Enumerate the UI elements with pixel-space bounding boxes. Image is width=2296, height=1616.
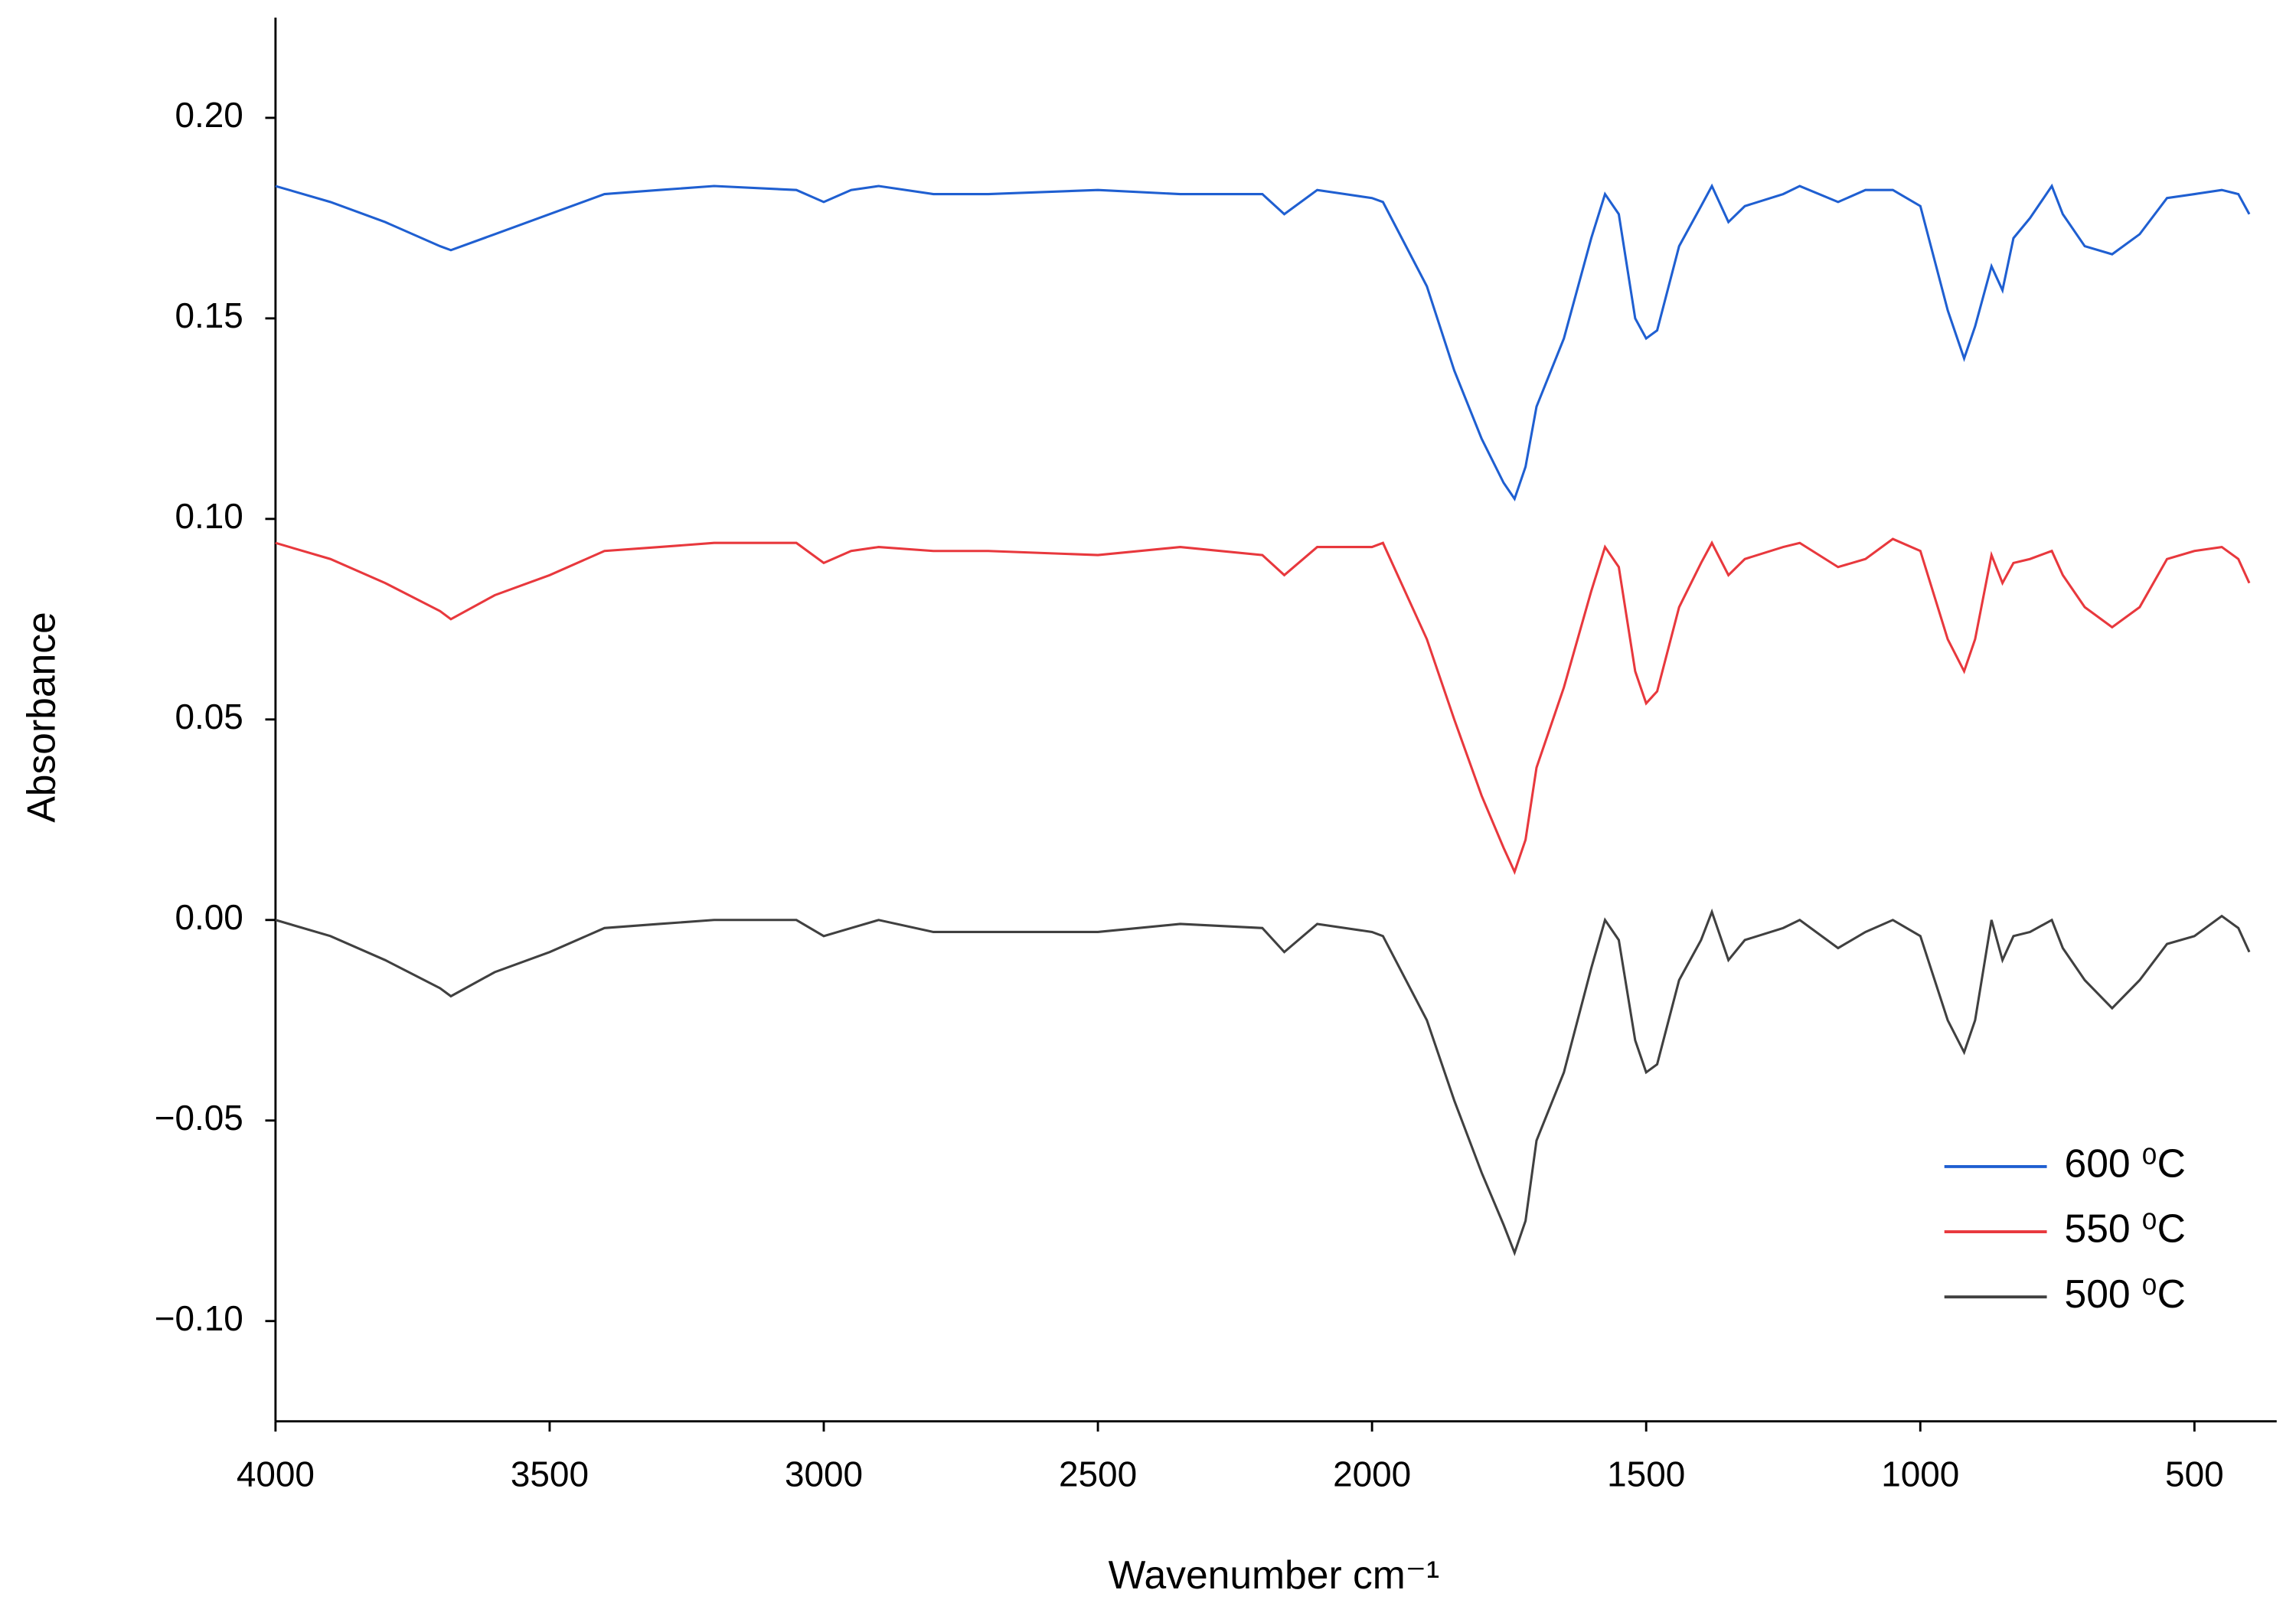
x-axis-label: Wavenumber cm⁻¹ (1109, 1552, 1440, 1597)
series-line (275, 537, 2251, 875)
x-tick-label: 2000 (1333, 1454, 1411, 1494)
x-tick-label: 3500 (511, 1454, 589, 1494)
y-tick-label: 0.05 (175, 697, 243, 736)
series-line (275, 183, 2251, 502)
x-tick-label: 3000 (785, 1454, 863, 1494)
y-tick-label: 0.00 (175, 897, 243, 937)
x-tick-label: 1500 (1607, 1454, 1685, 1494)
y-tick-label: 0.10 (175, 496, 243, 536)
legend-label: 550 ⁰C (2064, 1206, 2185, 1251)
x-tick-label: 4000 (237, 1454, 315, 1494)
y-tick-label: −0.05 (155, 1098, 243, 1138)
legend-label: 500 ⁰C (2064, 1272, 2185, 1316)
y-axis-label: Absorbance (18, 612, 63, 822)
x-tick-label: 2500 (1059, 1454, 1137, 1494)
y-tick-label: −0.10 (155, 1298, 243, 1338)
x-tick-label: 1000 (1881, 1454, 1959, 1494)
x-tick-label: 500 (2165, 1454, 2224, 1494)
series-line (275, 908, 2251, 1257)
y-tick-label: 0.15 (175, 295, 243, 335)
legend-label: 600 ⁰C (2064, 1141, 2185, 1186)
y-tick-label: 0.20 (175, 95, 243, 135)
